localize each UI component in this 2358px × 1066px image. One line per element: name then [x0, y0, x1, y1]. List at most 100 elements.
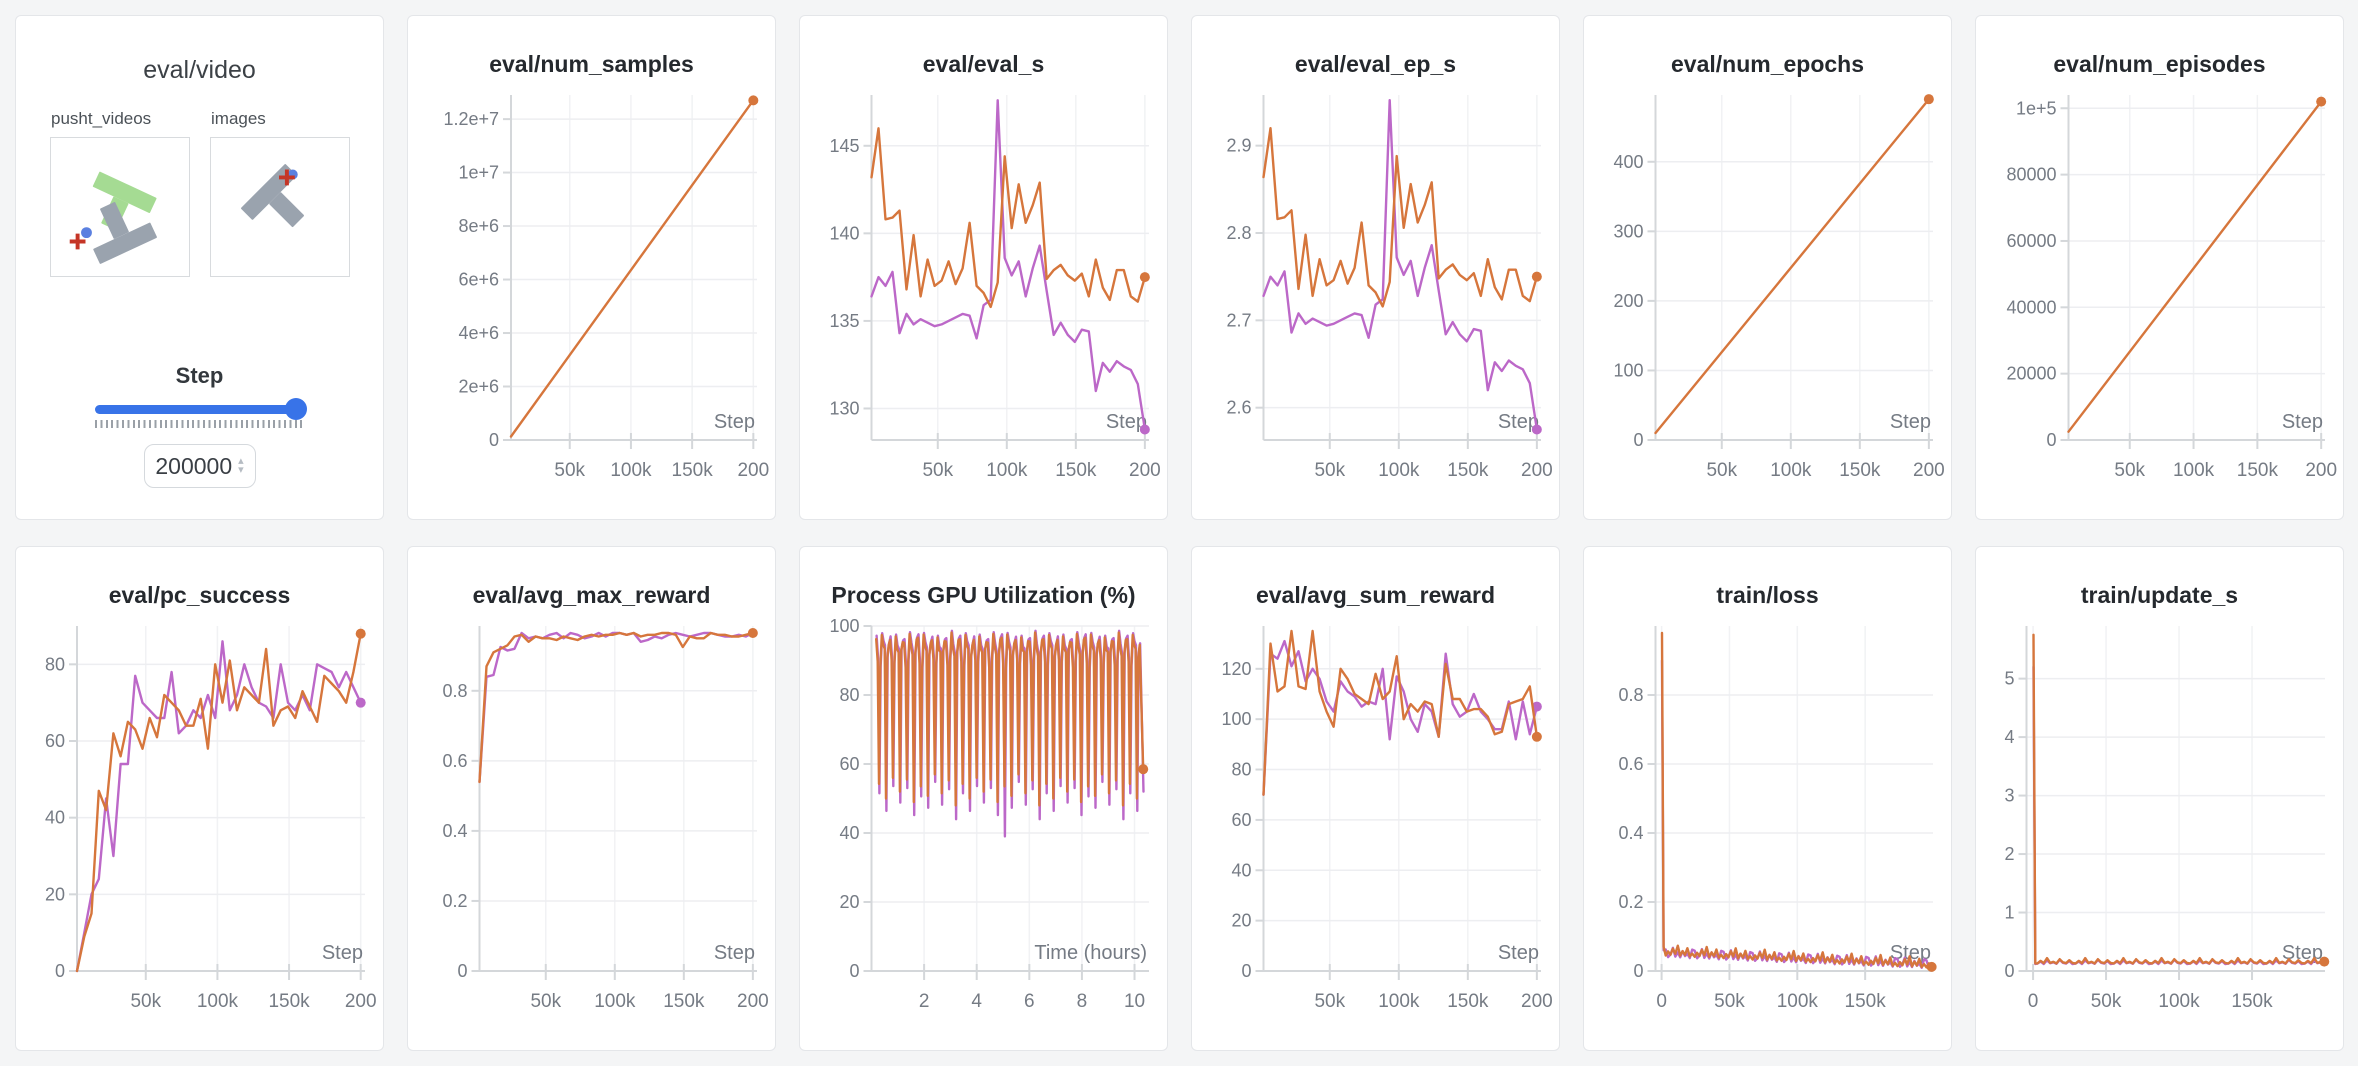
svg-text:50k: 50k [1314, 460, 1345, 481]
slider-track[interactable] [94, 398, 307, 420]
chart-eval-avg-max-reward[interactable]: 50k 100k 150k 200 0 0.2 0.4 0.6 0.8 Step [408, 610, 776, 1040]
svg-text:140: 140 [829, 223, 859, 243]
svg-text:2.6: 2.6 [1226, 398, 1251, 418]
panel-eval-video: eval/video pusht_videos [15, 15, 384, 520]
svg-text:150k: 150k [1447, 991, 1489, 1012]
svg-text:4: 4 [2004, 727, 2014, 747]
panel-title: eval/video [143, 56, 256, 84]
panel-train-loss: train/loss 0 50k 100k 150k 0 0.2 0.4 0.6 0.8 Step [1583, 546, 1952, 1051]
svg-text:100k: 100k [594, 991, 636, 1012]
panel-eval-pc-success: eval/pc_success 50k 100k 150k 200 0 20 40 60 80 S… [15, 546, 384, 1051]
chart-eval-avg-sum-reward[interactable]: 50k 100k 150k 200 0 20 40 60 80 100 120 Step [1192, 610, 1560, 1040]
svg-text:0.2: 0.2 [1618, 892, 1643, 912]
stepper-up-icon[interactable]: ▴ [238, 455, 244, 467]
svg-text:0: 0 [489, 430, 499, 450]
step-value[interactable]: 200000 [155, 452, 233, 479]
svg-text:Step: Step [2282, 411, 2323, 433]
svg-text:2: 2 [919, 991, 930, 1012]
pusht-video-thumbnail[interactable] [50, 137, 190, 277]
svg-text:Step: Step [1498, 411, 1539, 433]
media-key-label: images [211, 109, 266, 128]
pusht-scene-image [241, 164, 304, 228]
svg-text:60: 60 [839, 754, 859, 774]
svg-text:Step: Step [1498, 942, 1539, 964]
stepper-icons[interactable]: ▴ ▾ [238, 455, 244, 476]
svg-text:40: 40 [1231, 860, 1251, 880]
svg-text:2: 2 [2004, 844, 2014, 864]
svg-text:50k: 50k [1714, 991, 1745, 1012]
goal-cross [69, 233, 86, 250]
step-value-input[interactable]: 200000 ▴ ▾ [143, 444, 256, 488]
svg-text:0.6: 0.6 [442, 751, 467, 771]
chart-eval-num-episodes[interactable]: 50k 100k 150k 200 0 20000 40000 60000 80000 1e+5 S… [1976, 79, 2344, 509]
step-slider[interactable] [94, 398, 307, 428]
svg-text:50k: 50k [2091, 991, 2122, 1012]
svg-text:6: 6 [1024, 991, 1035, 1012]
images-thumbnail[interactable] [210, 137, 350, 277]
svg-text:3: 3 [2004, 786, 2014, 806]
svg-text:40: 40 [839, 823, 859, 843]
svg-text:150k: 150k [1839, 460, 1881, 481]
svg-text:5: 5 [2004, 669, 2014, 689]
chart-eval-pc-success[interactable]: 50k 100k 150k 200 0 20 40 60 80 Step [16, 610, 384, 1040]
svg-text:20: 20 [45, 884, 65, 904]
chart-title: Process GPU Utilization (%) [831, 582, 1136, 608]
svg-text:80000: 80000 [2006, 165, 2056, 185]
svg-text:100k: 100k [610, 460, 652, 481]
svg-text:150k: 150k [2237, 460, 2279, 481]
svg-text:200: 200 [737, 991, 769, 1012]
svg-text:0: 0 [1241, 961, 1251, 981]
svg-text:200: 200 [1913, 460, 1945, 481]
svg-text:0: 0 [2028, 991, 2039, 1012]
svg-text:300: 300 [1613, 221, 1643, 241]
chart-eval-eval-ep-s[interactable]: 50k 100k 150k 200 2.6 2.7 2.8 2.9 Step [1192, 79, 1560, 509]
panel-eval-eval-ep-s: eval/eval_ep_s 50k 100k 150k 200 2.6 2.7 2.8 2.… [1191, 15, 1560, 520]
svg-text:100k: 100k [1378, 991, 1420, 1012]
svg-text:150k: 150k [2231, 991, 2273, 1012]
chart-title: eval/num_episodes [2053, 51, 2266, 77]
chart-eval-eval-s[interactable]: 50k 100k 150k 200 130 135 140 145 Step [800, 79, 1168, 509]
chart-title: eval/num_epochs [1670, 51, 1865, 77]
panel-eval-eval-s: eval/eval_s 50k 100k 150k 200 130 135 140 145 St… [799, 15, 1168, 520]
chart-eval-num-samples[interactable]: 50k 100k 150k 200 0 2e+6 4e+6 6e+6 8e+6 1e+7 1.2e+… [408, 79, 776, 509]
svg-text:Step: Step [1890, 942, 1931, 964]
svg-text:100k: 100k [2158, 991, 2200, 1012]
svg-text:150k: 150k [1845, 991, 1887, 1012]
svg-text:80: 80 [1231, 760, 1251, 780]
svg-text:Step: Step [714, 411, 755, 433]
chart-eval-num-epochs[interactable]: 50k 100k 150k 200 0 100 200 300 400 Step [1584, 79, 1952, 509]
svg-text:1e+7: 1e+7 [458, 163, 499, 183]
svg-text:100k: 100k [986, 460, 1028, 481]
svg-text:50k: 50k [1314, 991, 1345, 1012]
svg-text:2e+6: 2e+6 [458, 377, 499, 397]
panel-eval-avg-max-reward: eval/avg_max_reward 50k 100k 150k 200 0 0.2 0.… [407, 546, 776, 1051]
svg-text:200: 200 [2305, 460, 2337, 481]
svg-text:150k: 150k [268, 991, 310, 1012]
svg-text:40000: 40000 [2006, 297, 2056, 317]
slider-thumb[interactable] [284, 398, 307, 420]
panel-eval-num-episodes: eval/num_episodes 50k 100k 150k 200 0 20000 40… [1975, 15, 2344, 520]
svg-text:2.7: 2.7 [1226, 310, 1251, 330]
svg-text:150k: 150k [663, 991, 705, 1012]
svg-text:2.9: 2.9 [1226, 136, 1251, 156]
svg-text:0: 0 [55, 961, 65, 981]
svg-text:100k: 100k [2173, 460, 2215, 481]
svg-text:0: 0 [1633, 961, 1643, 981]
svg-text:60: 60 [45, 731, 65, 751]
panel-eval-num-samples: eval/num_samples 50k 100k 150k 200 0 2e+6 4e+6… [407, 15, 776, 520]
svg-text:2.8: 2.8 [1226, 223, 1251, 243]
svg-text:0.6: 0.6 [1618, 754, 1643, 774]
chart-train-loss[interactable]: 0 50k 100k 150k 0 0.2 0.4 0.6 0.8 Step [1584, 610, 1952, 1040]
stepper-down-icon[interactable]: ▾ [238, 464, 244, 476]
svg-text:200: 200 [345, 991, 377, 1012]
svg-text:50k: 50k [530, 991, 561, 1012]
panel-gpu-utilization: Process GPU Utilization (%) 2 4 6 8 10 0 20 40 6… [799, 546, 1168, 1051]
svg-text:20: 20 [1231, 911, 1251, 931]
svg-text:8e+6: 8e+6 [458, 216, 499, 236]
chart-title: eval/avg_max_reward [472, 582, 711, 608]
svg-text:Time (hours): Time (hours) [1034, 942, 1147, 964]
svg-text:150k: 150k [1447, 460, 1489, 481]
